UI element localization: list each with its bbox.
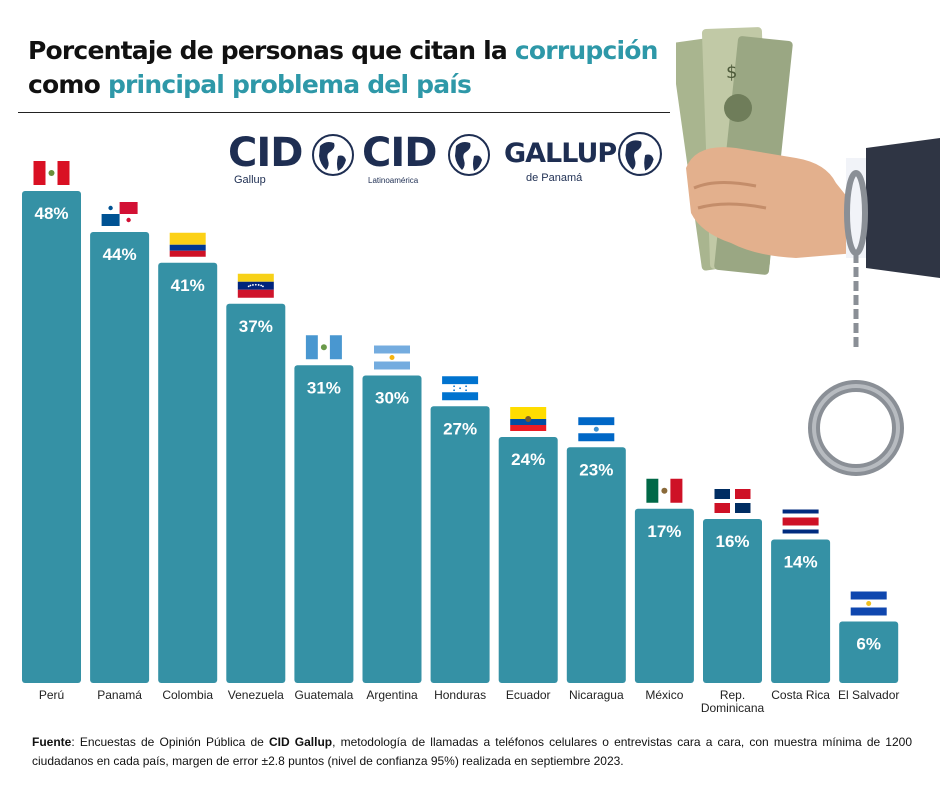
el-salvador-flag: [850, 591, 887, 616]
bar-value-label: 31%: [307, 378, 341, 397]
bar-6: [362, 375, 422, 683]
bar-value-label: 14%: [784, 553, 818, 572]
bar-8: [498, 437, 558, 683]
category-label: México: [645, 688, 683, 702]
bar-value-label: 17%: [647, 522, 681, 541]
category-label: Ecuador: [506, 688, 551, 702]
title-accent-corruption: corrupción: [514, 36, 659, 65]
globe-icon: [312, 134, 354, 176]
illustration: $: [676, 27, 940, 476]
honduras-flag: [442, 376, 479, 401]
category-label: Panamá: [97, 688, 142, 702]
globe-icon: [618, 132, 662, 176]
venezuela-flag: [237, 273, 274, 298]
category-label: Argentina: [366, 688, 418, 702]
bar-2: [90, 232, 150, 683]
bar-1: [22, 191, 81, 683]
category-label: Nicaragua: [569, 688, 624, 702]
bar-3: [158, 262, 218, 683]
bar-value-label: 44%: [103, 245, 137, 264]
argentina-flag: [374, 345, 410, 370]
bar-11: [703, 519, 762, 683]
nicaragua-flag: [578, 417, 615, 442]
colombia-flag: [169, 232, 206, 257]
category-label: Perú: [39, 688, 64, 702]
category-label: Venezuela: [228, 688, 284, 702]
bar-value-label: 27%: [443, 419, 477, 438]
logo-cid-latinoamerica: CID Latinoamérica: [362, 130, 492, 190]
panama-flag: [101, 202, 138, 226]
bar-10: [634, 508, 694, 683]
bar-5: [294, 365, 354, 683]
category-label: Guatemala: [295, 688, 354, 702]
handcuffs-icon: [808, 170, 904, 476]
bar-value-label: 6%: [856, 635, 881, 654]
bar-value-label: 37%: [239, 317, 273, 336]
logo-cid-gallup: CID Gallup: [228, 130, 354, 190]
bar-value-label: 24%: [511, 450, 545, 469]
title-divider: [18, 112, 670, 113]
guatemala-flag: [305, 335, 342, 360]
chart-title: Porcentaje de personas que citan la corr…: [28, 36, 659, 99]
bar-4: [226, 303, 286, 683]
mexico-flag: [646, 478, 683, 503]
category-label: Costa Rica: [771, 688, 830, 702]
category-label: Honduras: [434, 688, 486, 702]
peru-flag: [33, 161, 70, 185]
dominican-republic-flag: [714, 489, 751, 513]
bar-7: [430, 406, 490, 683]
costa-rica-flag: [782, 509, 819, 534]
globe-icon: [448, 134, 490, 176]
bar-13: [839, 621, 899, 683]
bar-value-label: 41%: [171, 276, 205, 295]
category-label: El Salvador: [838, 688, 899, 702]
bar-value-label: 23%: [579, 460, 613, 479]
ecuador-flag: [510, 407, 547, 431]
source-note: Fuente: Encuestas de Opinión Pública de …: [32, 735, 912, 768]
logo-gallup-panama: GALLUP de Panamá: [504, 130, 664, 190]
bar-9: [566, 447, 626, 683]
bar-value-label: 30%: [375, 389, 409, 408]
bar-12: [771, 539, 831, 683]
bar-value-label: 16%: [715, 532, 749, 551]
category-label: Colombia: [162, 688, 213, 702]
bar-value-label: 48%: [34, 204, 68, 223]
svg-text:$: $: [726, 62, 737, 83]
title-accent-problem: principal problema del país: [107, 70, 472, 99]
category-label: Rep. Dominicana: [701, 688, 765, 715]
